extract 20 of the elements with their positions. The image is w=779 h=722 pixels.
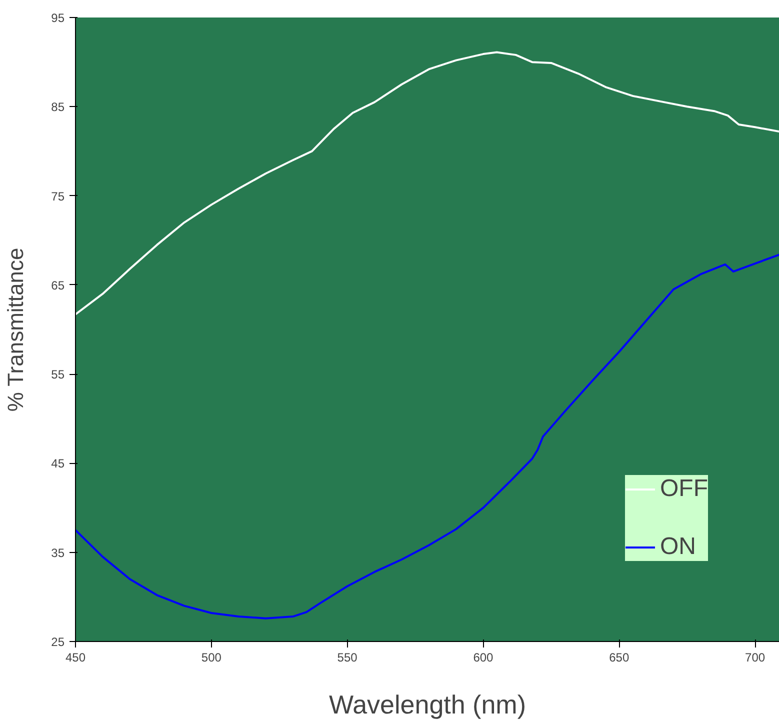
x-tick-label: 450 xyxy=(65,650,86,664)
x-axis-title: Wavelength (nm) xyxy=(329,690,526,720)
x-tick-label: 500 xyxy=(201,650,222,664)
y-tick-label: 65 xyxy=(51,278,65,292)
y-axis-title: % Transmittance xyxy=(3,248,28,412)
y-tick-label: 25 xyxy=(51,635,65,649)
x-tick-label: 550 xyxy=(337,650,358,664)
line-series xyxy=(76,51,779,316)
y-tick-label: 35 xyxy=(51,546,65,560)
y-tick-label: 45 xyxy=(51,456,65,471)
x-tick-label: 600 xyxy=(473,650,494,664)
legend-label: OFF xyxy=(660,475,708,503)
y-tick-label: 95 xyxy=(51,11,65,25)
y-tick-label: 55 xyxy=(51,368,65,382)
legend-label: ON xyxy=(660,533,696,561)
y-tick-label: 75 xyxy=(51,189,65,204)
x-tick-label: 650 xyxy=(609,650,630,664)
y-tick-label: 85 xyxy=(51,100,65,114)
x-tick-label: 700 xyxy=(745,650,766,664)
line-series xyxy=(76,254,779,620)
